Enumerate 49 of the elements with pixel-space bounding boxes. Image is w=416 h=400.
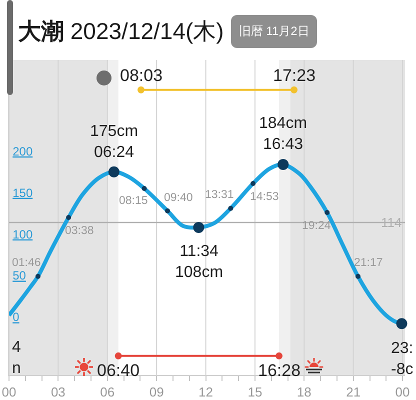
annotation: 08:15	[119, 195, 148, 207]
annotation: 13:31	[205, 189, 234, 201]
data-label: 184cm 16:43	[259, 115, 308, 153]
chart-title: 大潮 2023/12/14(木)	[18, 16, 224, 46]
point	[228, 206, 234, 211]
annotation: 16:28	[258, 361, 301, 380]
point	[290, 86, 298, 94]
point	[138, 86, 144, 94]
point	[250, 181, 256, 186]
x-tick-label: 00	[395, 384, 410, 400]
point	[165, 208, 170, 214]
point	[35, 274, 40, 279]
point	[142, 186, 147, 191]
data-label: 23: -8c	[391, 340, 414, 378]
chart-subtitle: 旧暦 11月2日	[230, 14, 318, 48]
annotation: 08:03	[120, 66, 163, 85]
x-tick-label: 06	[100, 384, 115, 400]
annotation: 01:46	[12, 257, 41, 269]
data-label: 11:34 108cm	[175, 243, 224, 281]
x-tick-label: 18	[296, 384, 312, 400]
annotation: 4 n	[12, 339, 21, 377]
point	[324, 210, 330, 216]
data-label: 175cm 06:24	[90, 123, 138, 161]
annotation: 19:24	[302, 220, 332, 232]
x-tick-label: 03	[50, 384, 66, 400]
y-tick-label: 150	[12, 186, 33, 200]
point	[193, 222, 204, 233]
point	[108, 166, 120, 178]
annotation: 09:40	[164, 192, 193, 204]
point	[114, 352, 122, 360]
y-tick-label: 0	[12, 310, 20, 324]
point	[276, 352, 283, 360]
y-tick-label: 100	[12, 227, 33, 242]
x-tick-label: 09	[149, 384, 164, 400]
x-tick-label: 00	[2, 384, 16, 400]
y-tick-label: 50	[12, 268, 26, 283]
y-tick-label: 200	[12, 144, 33, 158]
point	[396, 318, 408, 330]
point	[278, 158, 289, 170]
x-tick-label: 21	[346, 384, 361, 400]
point	[355, 274, 360, 279]
x-tick-label: 15	[248, 384, 262, 400]
annotation: 03:38	[65, 225, 94, 237]
point	[66, 215, 72, 220]
annotation: 06:40	[97, 361, 140, 380]
annotation: 17:23	[273, 66, 316, 85]
annotation: 14:53	[250, 191, 279, 203]
annotation: 21:17	[354, 257, 383, 269]
x-tick-label: 12	[198, 384, 214, 400]
